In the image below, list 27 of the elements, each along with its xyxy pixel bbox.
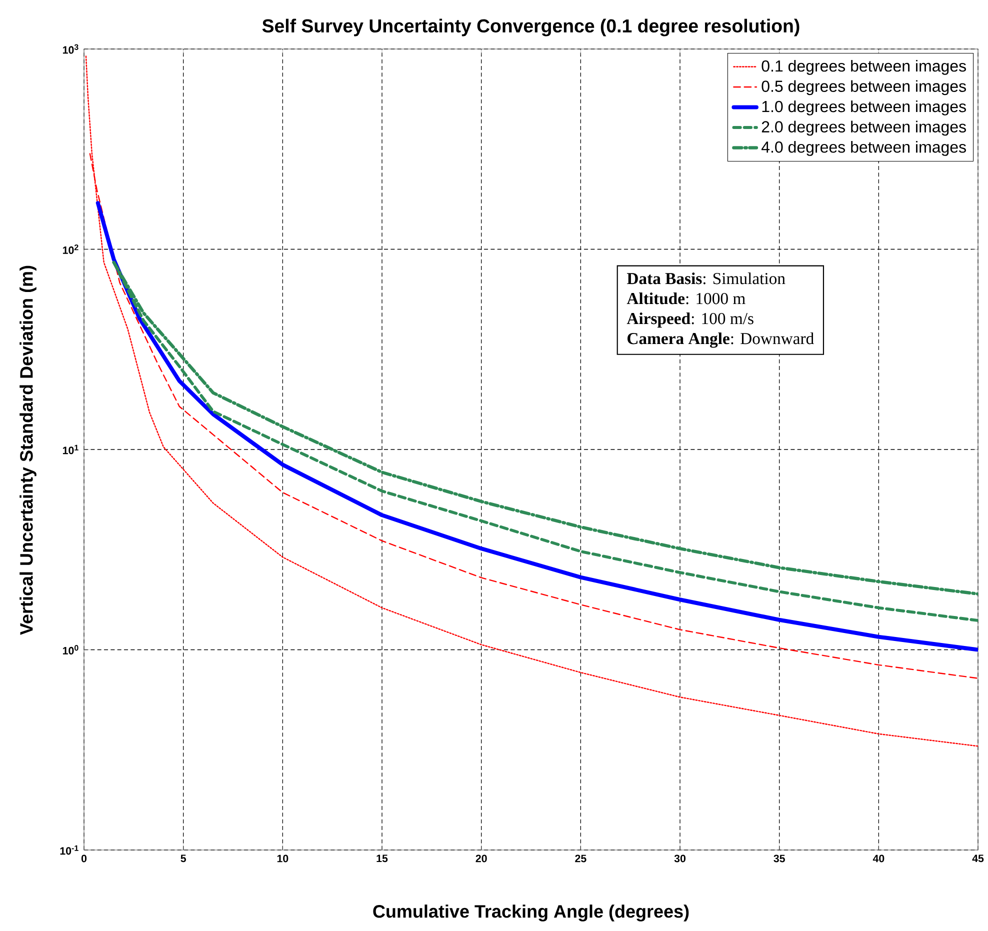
x-tick-label: 10	[277, 854, 288, 862]
x-tick-label: 15	[376, 854, 388, 862]
y-axis-title: Vertical Uncertainty Standard Deviation (m)	[20, 266, 36, 635]
y-tick-label: 10$^{0}$	[62, 645, 78, 654]
legend-label: 0.5 degrees between images	[762, 80, 966, 96]
chart-title: Self Survey Uncertainty Convergence (0.1 degree resolution)	[262, 18, 800, 36]
annotation: Airspeed: 100 m/s	[626, 312, 754, 328]
y-tick-label: 10$^{1}$	[62, 444, 78, 454]
x-tick-label: 35	[774, 854, 785, 862]
annotation: Camera Angle: Downward	[628, 332, 814, 348]
x-tick-label: 30	[674, 854, 686, 862]
annotation: Altitude: 1000 m	[626, 292, 746, 304]
x-tick-label: 20	[476, 854, 487, 862]
y-tick-label: 10$^{2}$	[62, 244, 78, 254]
x-tick-label: 25	[575, 854, 586, 862]
x-tick-label: 40	[872, 854, 884, 862]
annotation: Data Basis: Simulation	[626, 272, 786, 284]
x-tick-label: 5	[180, 854, 186, 862]
x-axis-title: Cumulative Tracking Angle (degrees)	[373, 904, 689, 922]
x-tick-label: 45	[972, 854, 984, 862]
legend-label: 4.0 degrees between images	[762, 140, 966, 156]
y-tick-label: 10$^{3}$	[62, 44, 78, 54]
legend-label: 1.0 degrees between images	[762, 100, 966, 116]
x-tick-label: 0	[81, 854, 87, 862]
legend-label: 0.1 degrees between images	[762, 60, 966, 75]
legend-label: 2.0 degrees between images	[762, 120, 966, 136]
y-tick-label: 10$^{-1}$	[60, 845, 78, 855]
